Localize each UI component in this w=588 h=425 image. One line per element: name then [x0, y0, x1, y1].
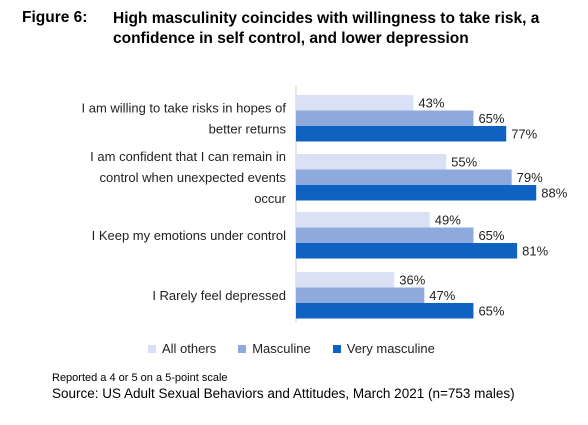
legend-item-very-masculine: Very masculine — [332, 341, 435, 356]
category-label: I Rarely feel depressed — [152, 288, 286, 303]
scale-note: Reported a 4 or 5 on a 5-point scale — [52, 372, 228, 384]
data-label: 55% — [451, 155, 477, 170]
figure-label: Figure 6: — [22, 9, 88, 26]
bar-all-others — [296, 272, 395, 288]
data-label: 65% — [478, 228, 504, 243]
category-label-line: control when unexpected events — [100, 170, 287, 185]
category-label-line: I am confident that I can remain in — [90, 149, 286, 164]
legend-swatch-masculine — [238, 344, 247, 353]
data-label: 65% — [478, 304, 504, 319]
data-label: 88% — [541, 186, 567, 201]
legend-item-masculine: Masculine — [238, 341, 311, 356]
category-label: I Keep my emotions under control — [92, 228, 286, 243]
legend-label-masculine: Masculine — [252, 341, 311, 356]
bar-all-others — [296, 154, 447, 170]
bar-masculine — [296, 110, 474, 126]
category-label-line: occur — [254, 191, 286, 206]
bar-very-masculine — [296, 126, 507, 142]
source-note: Source: US Adult Sexual Behaviors and At… — [52, 386, 515, 401]
category-label-line: I Keep my emotions under control — [92, 228, 286, 243]
legend-swatch-all-others — [148, 344, 156, 353]
data-label: 79% — [517, 170, 543, 185]
data-label: 43% — [418, 96, 444, 111]
data-label: 36% — [399, 273, 425, 288]
category-label: I am willing to take risks in hopes of be… — [82, 100, 287, 136]
bar-all-others — [296, 95, 414, 111]
category-label-line: better returns — [209, 121, 287, 136]
legend-label-all-others: All others — [162, 341, 217, 356]
bar-masculine — [296, 227, 474, 243]
bar-chart: I am willing to take risks in hopes of be… — [82, 86, 568, 322]
bar-all-others — [296, 212, 430, 228]
legend-item-all-others: All others — [148, 341, 216, 356]
bar-very-masculine — [296, 303, 474, 319]
bar-masculine — [296, 169, 512, 185]
category-label: I am confident that I can remain in contr… — [90, 149, 286, 206]
bar-very-masculine — [296, 185, 537, 201]
category-label-line: I Rarely feel depressed — [152, 288, 286, 303]
bar-masculine — [296, 287, 425, 303]
chart-title: High masculinity coincides with willingn… — [113, 10, 540, 47]
data-label: 47% — [429, 288, 455, 303]
data-label: 81% — [522, 244, 548, 259]
data-label: 49% — [435, 213, 461, 228]
data-label: 65% — [478, 111, 504, 126]
category-label-line: I am willing to take risks in hopes of — [82, 100, 287, 115]
legend-swatch-very-masculine — [332, 344, 341, 353]
legend-label-very-masculine: Very masculine — [346, 341, 435, 356]
data-label: 77% — [511, 127, 537, 142]
bar-very-masculine — [296, 243, 518, 259]
legend: All others Masculine Very masculine — [148, 341, 435, 356]
